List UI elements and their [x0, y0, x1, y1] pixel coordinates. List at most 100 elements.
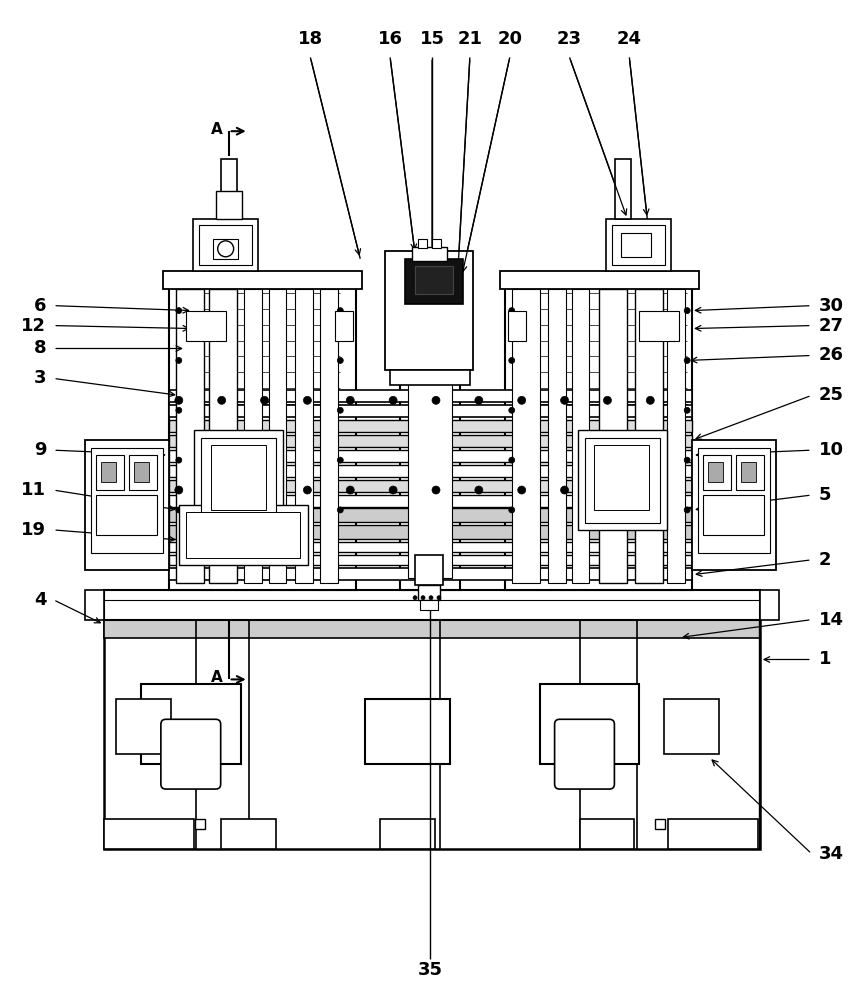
- Bar: [594, 445, 649, 510]
- Circle shape: [218, 396, 226, 404]
- Bar: [216, 191, 242, 219]
- Bar: [169, 420, 692, 432]
- Circle shape: [604, 396, 611, 404]
- Text: 5: 5: [819, 486, 831, 504]
- Circle shape: [176, 357, 182, 363]
- Bar: [134, 462, 149, 482]
- Bar: [420, 600, 438, 610]
- Text: 34: 34: [819, 845, 844, 863]
- Circle shape: [338, 457, 344, 463]
- Circle shape: [176, 407, 182, 413]
- Bar: [96, 455, 124, 490]
- Circle shape: [176, 457, 182, 463]
- Text: 23: 23: [557, 30, 582, 48]
- Circle shape: [176, 507, 182, 513]
- Bar: [85, 440, 169, 570]
- Bar: [244, 289, 262, 583]
- Bar: [169, 542, 692, 552]
- Circle shape: [338, 357, 344, 363]
- Text: 2: 2: [819, 551, 831, 569]
- Text: 27: 27: [819, 317, 844, 335]
- Bar: [655, 819, 666, 829]
- Circle shape: [421, 596, 425, 600]
- Bar: [578, 430, 667, 530]
- Text: 4: 4: [34, 591, 46, 609]
- Bar: [432, 239, 441, 248]
- Circle shape: [338, 407, 344, 413]
- Bar: [320, 289, 338, 583]
- Bar: [220, 159, 237, 219]
- Circle shape: [175, 486, 183, 494]
- Bar: [101, 462, 116, 482]
- Bar: [606, 219, 672, 271]
- Bar: [176, 289, 204, 583]
- Bar: [418, 585, 440, 600]
- Circle shape: [346, 396, 354, 404]
- Text: A: A: [211, 122, 222, 137]
- Bar: [548, 289, 566, 583]
- Bar: [91, 448, 163, 553]
- Text: 9: 9: [34, 441, 46, 459]
- Text: 24: 24: [616, 30, 641, 48]
- Bar: [703, 455, 731, 490]
- Bar: [186, 512, 300, 558]
- Bar: [169, 508, 692, 522]
- Circle shape: [684, 507, 691, 513]
- Circle shape: [218, 241, 233, 257]
- Text: 25: 25: [819, 386, 844, 404]
- Bar: [104, 620, 760, 849]
- Bar: [269, 289, 287, 583]
- Circle shape: [413, 596, 417, 600]
- Bar: [585, 438, 660, 523]
- Circle shape: [684, 457, 691, 463]
- Circle shape: [432, 396, 440, 404]
- Circle shape: [303, 396, 312, 404]
- Circle shape: [509, 457, 515, 463]
- Text: 11: 11: [22, 481, 46, 499]
- Text: A: A: [211, 670, 222, 685]
- Bar: [616, 159, 631, 219]
- Bar: [708, 462, 723, 482]
- Circle shape: [432, 486, 440, 494]
- Bar: [511, 289, 540, 583]
- Circle shape: [517, 486, 526, 494]
- Bar: [193, 219, 257, 271]
- Text: 8: 8: [34, 339, 46, 357]
- Circle shape: [346, 486, 354, 494]
- Bar: [635, 289, 663, 583]
- Bar: [572, 289, 590, 583]
- Circle shape: [429, 596, 433, 600]
- Bar: [195, 819, 205, 829]
- Text: 12: 12: [22, 317, 46, 335]
- Bar: [612, 225, 666, 265]
- Bar: [385, 251, 473, 370]
- Bar: [405, 259, 463, 304]
- Circle shape: [437, 596, 441, 600]
- Bar: [213, 239, 238, 259]
- Bar: [169, 281, 356, 590]
- Bar: [116, 699, 170, 754]
- Circle shape: [475, 396, 483, 404]
- Bar: [599, 289, 628, 583]
- Circle shape: [303, 486, 312, 494]
- Bar: [208, 289, 237, 583]
- Bar: [668, 819, 758, 849]
- Bar: [540, 684, 640, 764]
- Circle shape: [389, 396, 397, 404]
- Circle shape: [561, 486, 568, 494]
- Bar: [499, 271, 699, 289]
- Text: 18: 18: [298, 30, 323, 48]
- Text: 10: 10: [819, 441, 844, 459]
- Circle shape: [561, 396, 568, 404]
- Bar: [169, 390, 692, 402]
- Bar: [667, 289, 685, 583]
- Bar: [96, 495, 157, 535]
- Bar: [760, 590, 779, 620]
- Bar: [169, 568, 692, 580]
- Circle shape: [509, 507, 515, 513]
- Text: 19: 19: [22, 521, 46, 539]
- Bar: [211, 445, 265, 510]
- Bar: [169, 435, 692, 447]
- Bar: [169, 405, 692, 417]
- Circle shape: [261, 486, 269, 494]
